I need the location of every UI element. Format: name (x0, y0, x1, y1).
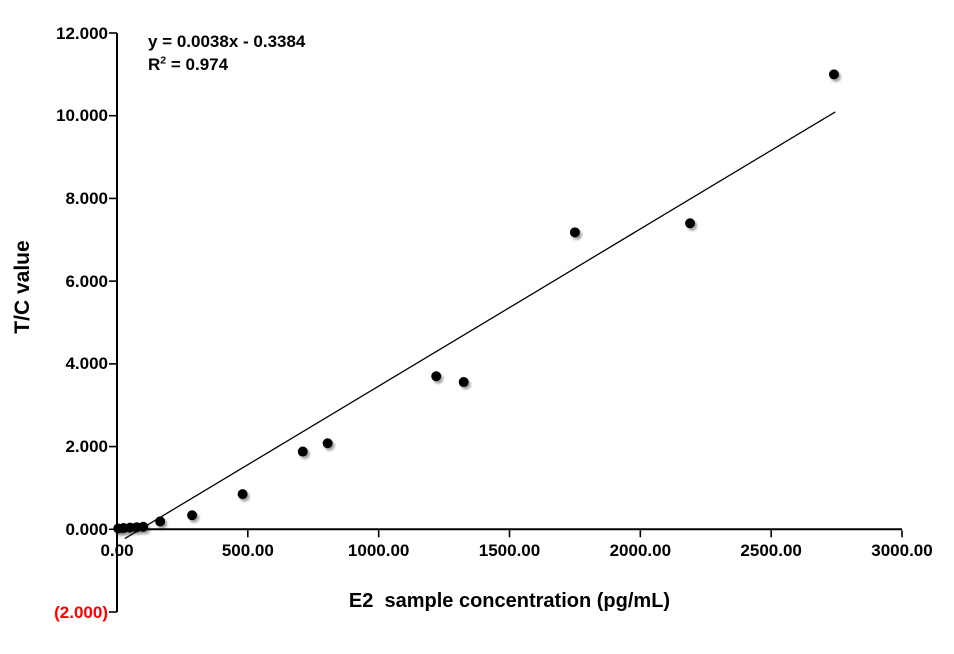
y-tick-label: 0.000 (65, 519, 108, 539)
data-point (187, 510, 198, 521)
data-point (458, 377, 469, 388)
data-point (322, 438, 333, 449)
data-point (237, 489, 248, 500)
data-point (569, 227, 580, 238)
y-tick-label: 4.000 (65, 354, 108, 374)
x-tick-label: 2500.00 (740, 541, 802, 561)
data-point (828, 69, 839, 80)
x-axis-title: E2 sample concentration (pg/mL) (348, 590, 671, 612)
x-tick-label: 0.00 (100, 541, 134, 561)
x-tick-label: 1500.00 (478, 541, 541, 561)
trendline-annotation: y = 0.0038x - 0.3384 R2 = 0.974 (148, 30, 305, 76)
y-tick-label: 8.000 (65, 188, 108, 208)
data-point (297, 446, 308, 457)
y-tick-label: 12.000 (56, 23, 108, 43)
x-tick-label: 500.00 (221, 541, 274, 561)
x-tick-label: 3000.00 (871, 541, 933, 561)
r-squared-base: R (148, 55, 161, 74)
trendline-equation-text: y = 0.0038x - 0.3384 (148, 32, 306, 51)
r-squared-superscript: 2 (160, 54, 167, 67)
trendline (124, 111, 836, 540)
y-tick-label: 10.000 (56, 106, 108, 126)
y-tick-label: (2.000) (54, 602, 108, 622)
y-tick-label: 2.000 (65, 437, 108, 457)
data-point (138, 521, 149, 532)
r-squared-value: = 0.974 (166, 55, 229, 74)
data-point (431, 371, 442, 382)
r-squared-text: R2 = 0.974 (148, 53, 305, 76)
data-point (155, 516, 166, 527)
x-tick-label: 2000.00 (609, 541, 672, 561)
x-tick-label: 1000.00 (347, 541, 410, 561)
y-tick-label: 6.000 (65, 271, 108, 291)
data-point (685, 218, 696, 229)
